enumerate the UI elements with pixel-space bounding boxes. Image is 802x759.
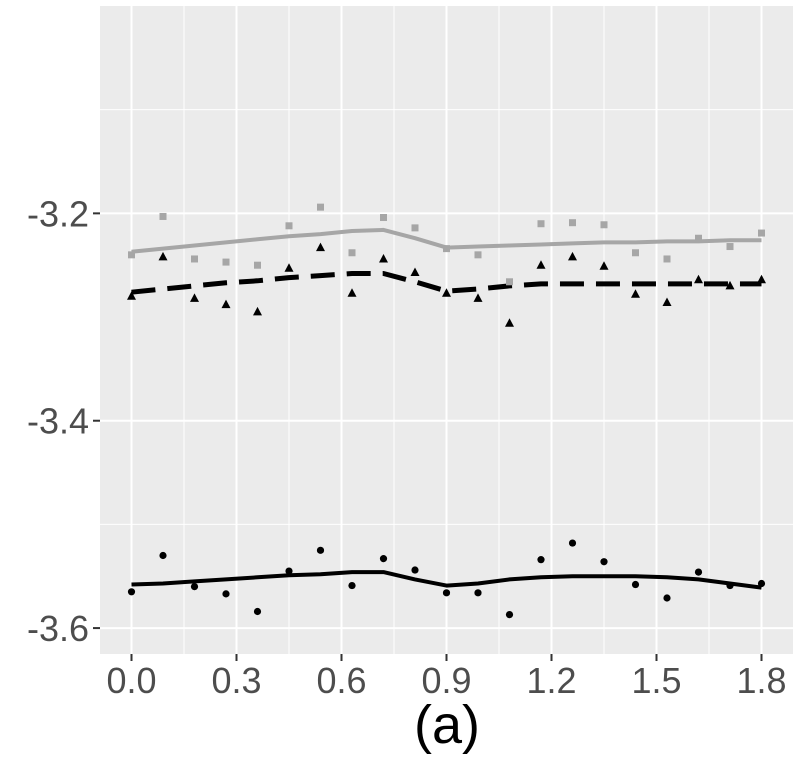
square-point bbox=[128, 251, 135, 259]
triangle-point bbox=[442, 288, 451, 297]
circle-point bbox=[442, 589, 451, 597]
square-point bbox=[411, 224, 419, 232]
square-point bbox=[758, 229, 765, 237]
square-point bbox=[159, 212, 167, 220]
triangle-point bbox=[379, 253, 388, 263]
circle-point bbox=[726, 581, 734, 590]
square-point bbox=[537, 220, 545, 228]
square-point bbox=[474, 251, 482, 259]
square-point bbox=[348, 249, 356, 257]
chart-caption: (a) bbox=[414, 695, 480, 755]
triangle-point bbox=[631, 289, 640, 298]
square-point bbox=[285, 222, 293, 230]
circle-point bbox=[694, 568, 703, 576]
circle-point bbox=[159, 551, 167, 560]
triangle-point bbox=[473, 293, 483, 302]
grid-minor bbox=[100, 6, 793, 654]
triangle-point bbox=[599, 261, 609, 270]
circle-point bbox=[757, 579, 766, 588]
circle-point bbox=[474, 589, 482, 597]
circle-point bbox=[348, 581, 356, 590]
triangle-point bbox=[725, 280, 735, 290]
triangle-point bbox=[127, 291, 136, 300]
square-point bbox=[695, 234, 702, 242]
square-point bbox=[726, 243, 734, 251]
circle-point bbox=[600, 558, 608, 566]
triangle-point bbox=[536, 260, 546, 269]
x-tick-label: 0.6 bbox=[316, 660, 366, 701]
triangle-point bbox=[316, 242, 325, 252]
square-point bbox=[191, 255, 198, 263]
circle-point bbox=[253, 607, 262, 616]
square-point bbox=[632, 249, 639, 257]
square-point bbox=[569, 219, 576, 227]
triangle-point bbox=[158, 251, 168, 261]
x-axis: 0.0 0.3 0.6 0.9 1.2 1.5 1.8 bbox=[106, 654, 787, 701]
triangle-point bbox=[253, 306, 262, 316]
circle-point bbox=[663, 594, 671, 602]
triangle-point bbox=[221, 299, 231, 309]
circle-point bbox=[568, 539, 577, 547]
fit-line-2 bbox=[131, 570, 762, 590]
x-tick-label: 0.0 bbox=[106, 660, 156, 701]
square-point bbox=[663, 255, 671, 263]
y-axis: -3.2 -3.4 -3.6 bbox=[27, 193, 100, 649]
circle-point bbox=[190, 583, 199, 591]
circle-point bbox=[537, 556, 545, 564]
circle-point bbox=[316, 546, 325, 554]
triangle-point bbox=[757, 274, 766, 284]
square-point bbox=[222, 258, 230, 266]
square-point bbox=[506, 278, 513, 286]
y-tick-label: -3.6 bbox=[27, 608, 89, 649]
square-point bbox=[254, 261, 261, 269]
data-points bbox=[127, 203, 766, 619]
x-tick-label: 1.2 bbox=[526, 660, 576, 701]
x-tick-label: 1.8 bbox=[736, 660, 786, 701]
square-point bbox=[600, 221, 608, 229]
square-point bbox=[317, 203, 324, 211]
triangle-point bbox=[410, 267, 420, 276]
square-point bbox=[443, 245, 450, 253]
triangle-point bbox=[662, 297, 672, 307]
circle-point bbox=[411, 566, 419, 574]
triangle-point bbox=[190, 293, 199, 302]
square-point bbox=[380, 214, 387, 222]
y-tick-label: -3.2 bbox=[27, 193, 89, 234]
x-tick-label: 1.5 bbox=[631, 660, 681, 701]
circle-point bbox=[631, 580, 640, 589]
grid-major bbox=[100, 6, 793, 654]
circle-point bbox=[285, 567, 293, 575]
circle-point bbox=[505, 611, 514, 619]
triangle-point bbox=[284, 263, 294, 272]
x-tick-label: 0.3 bbox=[211, 660, 261, 701]
triangle-point bbox=[505, 318, 514, 327]
x-tick-label: 0.9 bbox=[421, 660, 471, 701]
circle-point bbox=[127, 588, 136, 596]
triangle-point bbox=[694, 274, 703, 284]
circle-point bbox=[379, 555, 388, 563]
y-tick-label: -3.4 bbox=[27, 401, 89, 442]
circle-point bbox=[222, 590, 230, 598]
triangle-point bbox=[568, 251, 577, 261]
triangle-point bbox=[347, 288, 357, 297]
